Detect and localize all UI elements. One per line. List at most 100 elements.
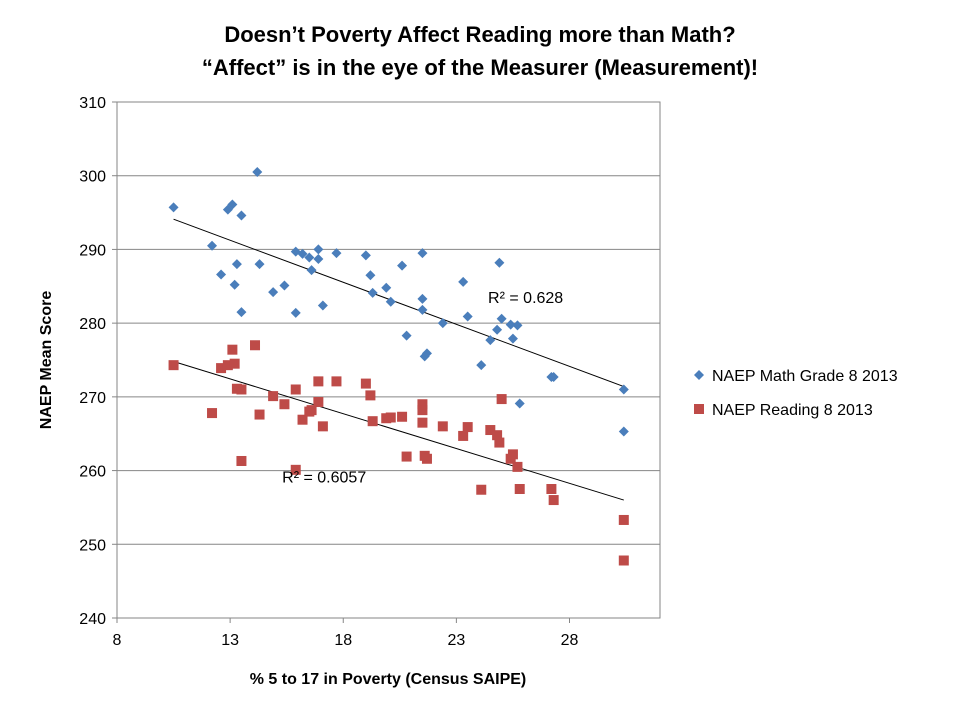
math-point — [514, 398, 525, 409]
reading-point — [360, 378, 371, 389]
reading-point — [279, 399, 290, 410]
reading-point — [297, 414, 308, 425]
reading-point — [492, 430, 503, 441]
reading-point — [290, 464, 301, 475]
reading-point — [476, 484, 487, 495]
trendline-reading — [173, 360, 624, 501]
math-point — [229, 279, 240, 290]
math-point — [485, 335, 496, 346]
math-point — [462, 311, 473, 322]
plot-area — [116, 101, 661, 619]
chart-title-line-1: Doesn’t Poverty Affect Reading more than… — [224, 22, 735, 47]
trendlines — [173, 218, 624, 501]
math-point — [304, 252, 315, 263]
reading-point — [216, 363, 227, 374]
math-point — [268, 287, 279, 298]
math-point — [397, 260, 408, 271]
legend-reading-square-icon — [694, 404, 704, 414]
legend: NAEP Math Grade 8 2013 NAEP Reading 8 20… — [694, 368, 898, 419]
math-point — [385, 296, 396, 307]
math-point — [618, 384, 629, 395]
reading-point — [421, 453, 432, 464]
gridlines — [117, 175, 660, 545]
math-point — [313, 254, 324, 265]
reading-point — [401, 451, 412, 462]
math-point — [401, 330, 412, 341]
math-point — [505, 319, 516, 330]
math-point — [417, 304, 428, 315]
math-point — [236, 210, 247, 221]
y-tick-label-310: 310 — [79, 95, 106, 112]
x-axis-label: % 5 to 17 in Poverty (Census SAIPE) — [250, 671, 527, 688]
reading-point — [229, 358, 240, 369]
x-axis-ticks: 8 13 18 23 28 — [113, 618, 579, 649]
reading-point — [268, 391, 279, 402]
math-point — [290, 307, 301, 318]
math-point — [168, 202, 179, 213]
x-tick-label-18: 18 — [334, 632, 352, 649]
math-point — [496, 313, 507, 324]
reading-point — [385, 412, 396, 423]
math-point — [297, 248, 308, 259]
y-tick-label-240: 240 — [79, 611, 106, 628]
y-tick-label-280: 280 — [79, 316, 106, 333]
math-point — [421, 348, 432, 359]
math-point — [317, 300, 328, 311]
legend-math-diamond-icon — [694, 370, 704, 380]
math-point — [254, 259, 265, 270]
legend-math-label: NAEP Math Grade 8 2013 — [712, 368, 898, 385]
reading-point — [437, 421, 448, 432]
x-tick-label-8: 8 — [113, 632, 122, 649]
math-point — [207, 240, 218, 251]
math-point — [360, 250, 371, 261]
y-tick-label-260: 260 — [79, 464, 106, 481]
reading-point — [207, 408, 218, 419]
math-point — [492, 324, 503, 335]
math-point — [494, 257, 505, 268]
reading-point — [417, 405, 428, 416]
y-axis-label: NAEP Mean Score — [38, 291, 55, 430]
legend-reading-label: NAEP Reading 8 2013 — [712, 402, 873, 419]
y-tick-label-290: 290 — [79, 242, 106, 259]
math-point — [618, 426, 629, 437]
math-point — [290, 246, 301, 257]
reading-point — [306, 405, 317, 416]
math-point — [252, 167, 263, 178]
y-tick-label-300: 300 — [79, 169, 106, 186]
y-axis-ticks: 240 250 260 270 280 290 300 310 — [79, 95, 117, 628]
reading-point — [168, 360, 179, 371]
math-point — [381, 282, 392, 293]
reading-point — [507, 449, 518, 460]
math-point — [458, 276, 469, 287]
x-tick-label-28: 28 — [561, 632, 579, 649]
math-point — [313, 244, 324, 255]
math-point — [512, 320, 523, 331]
reading-point — [618, 555, 629, 566]
reading-point — [485, 425, 496, 436]
math-point — [236, 307, 247, 318]
r-squared-reading-label: R² = 0.6057 — [282, 469, 366, 486]
math-point — [437, 318, 448, 329]
reading-point — [618, 514, 629, 525]
math-point — [548, 371, 559, 382]
reading-point — [417, 399, 428, 410]
reading-point — [313, 397, 324, 408]
math-point — [417, 293, 428, 304]
reading-point — [367, 416, 378, 427]
data-points — [168, 167, 629, 566]
math-point — [365, 270, 376, 281]
reading-point — [462, 422, 473, 433]
trendline-math — [173, 218, 624, 388]
math-point — [216, 269, 227, 280]
reading-point — [313, 376, 324, 387]
reading-point — [548, 495, 559, 506]
reading-point — [236, 455, 247, 466]
reading-point — [222, 360, 233, 371]
reading-point — [496, 394, 507, 405]
math-point — [231, 259, 242, 270]
reading-point — [546, 484, 557, 494]
reading-point — [227, 344, 238, 355]
reading-point — [317, 421, 328, 432]
math-point — [417, 248, 428, 259]
